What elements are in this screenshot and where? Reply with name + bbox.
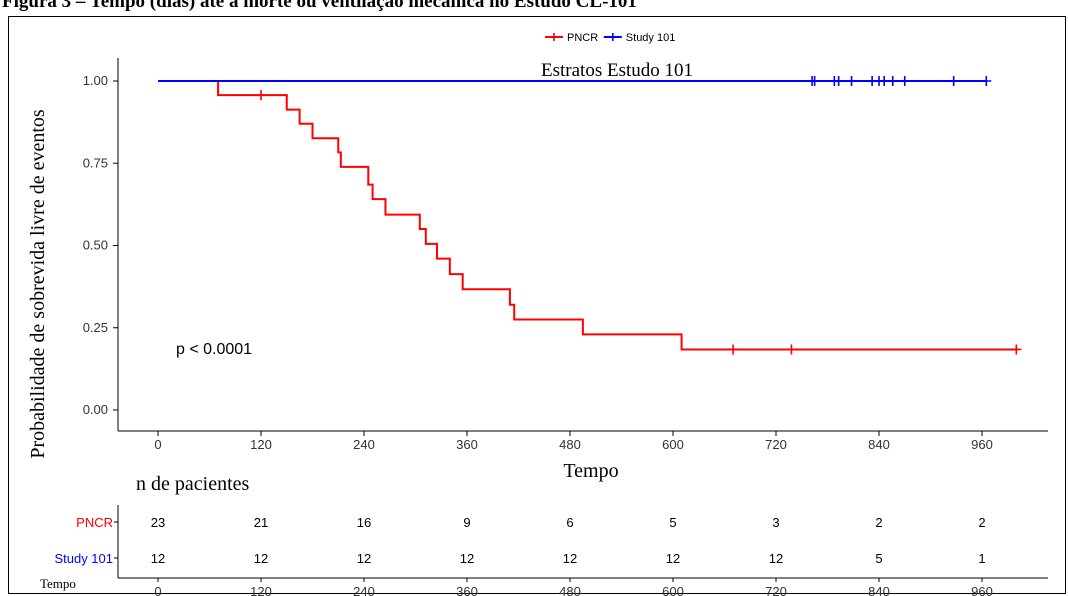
risk-count: 12 xyxy=(357,551,371,566)
risk-row-label: Study 101 xyxy=(54,551,113,566)
risk-count: 21 xyxy=(254,515,268,530)
risk-time-tick-label: 360 xyxy=(456,584,478,596)
risk-time-tick-label: 960 xyxy=(971,584,993,596)
censor-mark xyxy=(948,76,959,86)
censor-mark xyxy=(809,76,820,86)
censor-mark xyxy=(887,76,898,86)
x-tick-label: 120 xyxy=(250,437,272,452)
risk-count: 2 xyxy=(875,515,882,530)
risk-row-label: PNCR xyxy=(76,515,113,530)
risk-table: n de pacientes PNCR 23 21 16 9 6 5 3 2 2 Study 101 1… xyxy=(40,473,1048,596)
p-value-annotation: p < 0.0001 xyxy=(176,341,252,358)
censor-mark xyxy=(786,344,797,355)
risk-table-title: n de pacientes xyxy=(136,473,249,495)
risk-count: 23 xyxy=(151,515,165,530)
risk-time-tick-label: 120 xyxy=(250,584,272,596)
y-tick-label: 0.75 xyxy=(83,155,108,170)
figure-frame xyxy=(8,16,1066,594)
censor-mark xyxy=(833,76,844,86)
censor-mark xyxy=(879,76,890,86)
censor-mark xyxy=(846,76,857,86)
censor-mark xyxy=(899,76,910,86)
legend-label: PNCR xyxy=(567,32,598,44)
risk-count: 12 xyxy=(151,551,165,566)
censor-mark xyxy=(981,76,992,86)
risk-count: 3 xyxy=(772,515,779,530)
risk-time-tick-label: 480 xyxy=(559,584,581,596)
x-tick-label: 480 xyxy=(559,437,581,452)
x-tick-label: 960 xyxy=(971,437,993,452)
risk-time-tick-label: 720 xyxy=(765,584,787,596)
figure-title: Figura 3 – Tempo (dias) até a morte ou v… xyxy=(2,0,637,12)
risk-time-tick-label: 600 xyxy=(662,584,684,596)
x-tick-label: 840 xyxy=(868,437,890,452)
risk-count: 6 xyxy=(566,515,573,530)
y-tick-label: 0.25 xyxy=(83,320,108,335)
risk-count: 1 xyxy=(978,551,985,566)
legend-label: Study 101 xyxy=(626,32,676,44)
risk-count: 16 xyxy=(357,515,371,530)
risk-time-tick-label: 0 xyxy=(154,584,161,596)
y-tick-label: 0.00 xyxy=(83,402,108,417)
risk-count: 5 xyxy=(875,551,882,566)
risk-count: 12 xyxy=(460,551,474,566)
risk-count: 5 xyxy=(669,515,676,530)
plot-series xyxy=(158,76,1022,355)
y-tick-label: 0.50 xyxy=(83,238,108,253)
x-tick-label: 360 xyxy=(456,437,478,452)
x-tick-label: 0 xyxy=(154,437,161,452)
y-axis-title: Probabilidade de sobrevida livre de even… xyxy=(27,109,49,459)
x-tick-label: 600 xyxy=(662,437,684,452)
censor-mark xyxy=(1011,344,1022,355)
y-tick-label: 1.00 xyxy=(83,73,108,88)
risk-time-tick-label: 240 xyxy=(353,584,375,596)
risk-count: 12 xyxy=(254,551,268,566)
legend: PNCR Study 101 xyxy=(545,32,675,44)
risk-time-tick-label: 840 xyxy=(868,584,890,596)
risk-count: 12 xyxy=(769,551,783,566)
risk-count: 9 xyxy=(463,515,470,530)
survival-curve-pncr xyxy=(158,80,1017,351)
risk-count: 2 xyxy=(978,515,985,530)
risk-count: 12 xyxy=(666,551,680,566)
plot-axes: 0.00 0.25 0.50 0.75 1.00 0 120 240 360 480 600 720 8… xyxy=(27,58,1048,482)
x-tick-label: 240 xyxy=(353,437,375,452)
risk-time-label: Tempo xyxy=(40,576,76,591)
risk-count: 12 xyxy=(563,551,577,566)
x-tick-label: 720 xyxy=(765,437,787,452)
censor-mark xyxy=(256,90,266,101)
censor-mark xyxy=(728,344,739,355)
x-axis-title: Tempo xyxy=(563,460,618,482)
plot-title: Estratos Estudo 101 xyxy=(541,60,693,81)
